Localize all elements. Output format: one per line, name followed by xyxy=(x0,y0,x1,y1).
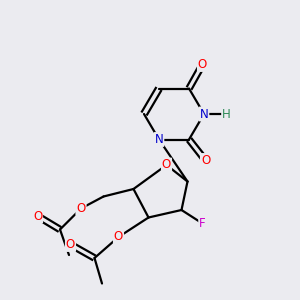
Text: O: O xyxy=(33,209,42,223)
Text: O: O xyxy=(76,202,85,215)
Text: H: H xyxy=(222,107,231,121)
Text: O: O xyxy=(162,158,171,172)
Text: O: O xyxy=(201,154,210,167)
Text: N: N xyxy=(154,133,164,146)
Text: O: O xyxy=(114,230,123,244)
Text: O: O xyxy=(198,58,207,71)
Text: F: F xyxy=(199,217,206,230)
Text: N: N xyxy=(200,107,208,121)
Text: O: O xyxy=(66,238,75,251)
